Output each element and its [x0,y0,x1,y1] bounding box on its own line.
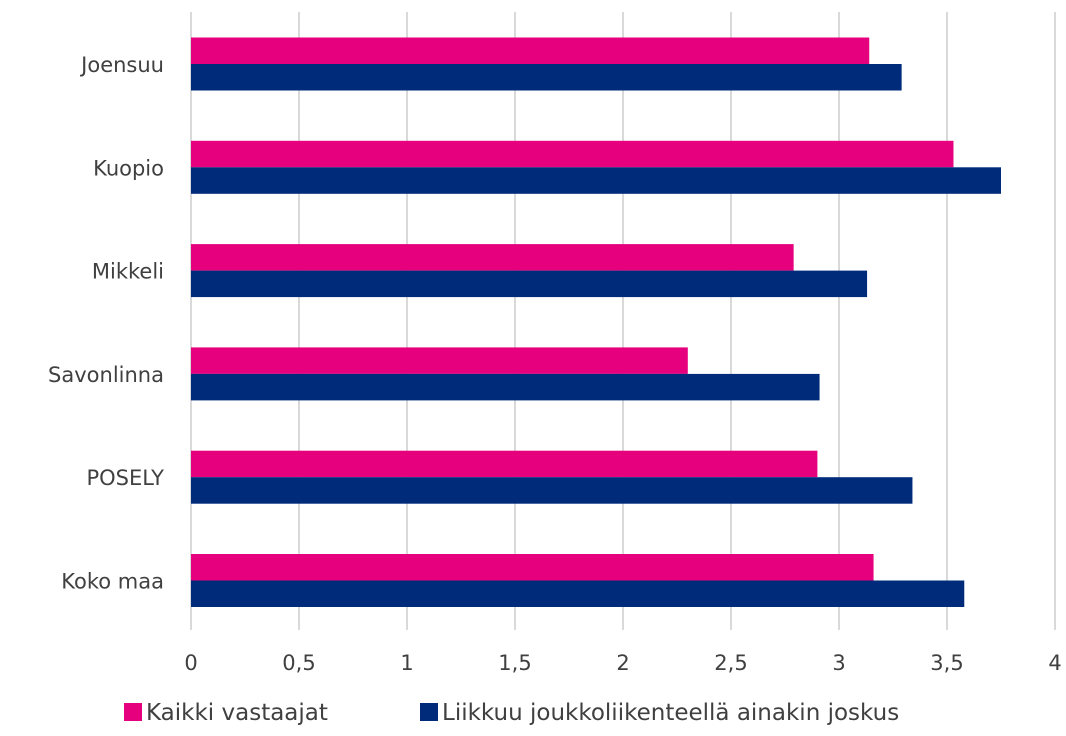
bar [191,64,902,91]
legend-label: Liikkuu joukkoliikenteellä ainakin josku… [442,700,899,726]
category-label: Mikkeli [92,260,164,284]
x-tick-label: 1,5 [498,651,531,675]
x-tick-label: 2 [616,651,629,675]
x-tick-label: 4 [1048,651,1061,675]
category-label: Joensuu [79,53,164,77]
bar [191,450,818,478]
bar [191,347,688,374]
category-label: POSELY [86,466,164,490]
x-tick-label: 1 [400,651,413,675]
legend-swatch [420,703,438,721]
legend-swatch [124,703,142,721]
category-labels: Joensuu Kuopio Mikkeli Savonlinna POSELY Koko… [48,53,164,594]
category-label: Koko maa [61,570,164,594]
x-tick-label: 3 [832,651,845,675]
bar [191,477,913,504]
category-label: Kuopio [93,156,164,180]
bar [191,37,870,64]
bar [191,167,1001,194]
bar [191,554,874,581]
x-axis-ticks: 0 0,5 1 1,5 2 2,5 3 3,5 4 [184,651,1061,675]
x-tick-label: 3,5 [930,651,963,675]
legend: Kaikki vastaajat Liikkuu joukkoliikenteel… [124,700,899,726]
bar [191,373,820,401]
x-tick-label: 0 [184,651,197,675]
category-label: Savonlinna [48,363,164,387]
bars [191,37,1001,607]
bar [191,580,965,607]
bar [191,270,868,298]
bar [191,140,954,168]
x-tick-label: 0,5 [282,651,315,675]
legend-label: Kaikki vastaajat [146,700,328,726]
gridlines [190,12,1056,630]
bar [191,244,794,271]
x-tick-label: 2,5 [714,651,747,675]
